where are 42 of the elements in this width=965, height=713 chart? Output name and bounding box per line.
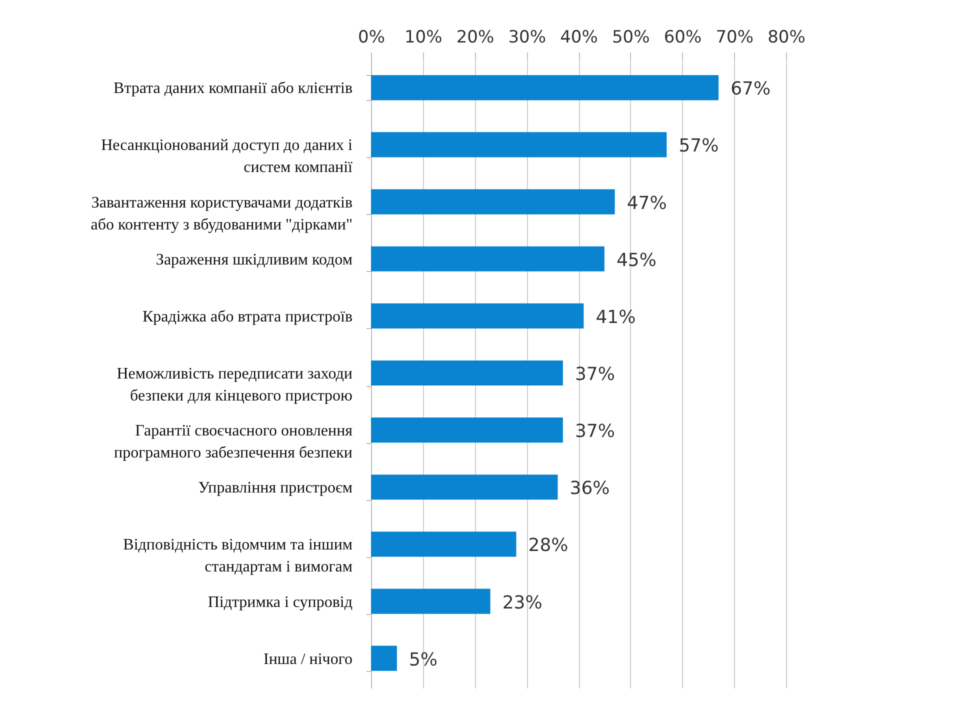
x-tick-label: 10% bbox=[404, 28, 442, 48]
y-tick-label: Крадіжка або втрата пристроїв bbox=[142, 308, 353, 326]
y-tick-label: Гарантії своєчасного оновлення програмного забезпечення безпеки bbox=[114, 422, 354, 462]
bar bbox=[371, 532, 516, 557]
data-label: 28% bbox=[528, 535, 568, 556]
data-label: 36% bbox=[570, 478, 610, 500]
data-label: 41% bbox=[596, 306, 636, 328]
data-label: 23% bbox=[502, 592, 542, 614]
bar bbox=[371, 418, 563, 443]
x-tick-label: 60% bbox=[664, 28, 702, 48]
x-tick-label: 50% bbox=[612, 28, 650, 48]
x-tick-label: 30% bbox=[508, 28, 546, 48]
bar bbox=[371, 246, 604, 272]
bar bbox=[371, 360, 563, 386]
bar bbox=[371, 75, 719, 100]
data-label: 57% bbox=[678, 136, 719, 157]
y-tick-label: Зараження шкідливим кодом bbox=[156, 251, 352, 268]
y-tick-label: Інша / нічого bbox=[264, 650, 352, 668]
bar bbox=[371, 474, 558, 500]
bar bbox=[371, 646, 397, 671]
bar bbox=[371, 132, 667, 158]
y-tick-label: Втрата даних компанії або клієнтів bbox=[114, 80, 353, 98]
x-tick-label: 40% bbox=[560, 28, 598, 48]
data-label: 47% bbox=[626, 192, 667, 214]
data-label: 37% bbox=[574, 364, 615, 385]
x-tick-label: 20% bbox=[456, 28, 494, 48]
data-label: 45% bbox=[616, 250, 656, 271]
x-tick-label: 0% bbox=[358, 28, 385, 48]
y-tick-label: Відповідність відомчим та іншим стандартам і вимогам bbox=[123, 536, 352, 576]
y-tick-label: Несанкціонований доступ до даних і систем компанії bbox=[101, 137, 354, 176]
data-label: 67% bbox=[730, 78, 771, 100]
y-tick-label: Підтримка і супровід bbox=[208, 594, 352, 611]
y-tick-label: Неможливість передписати заходи безпеки для кінцевого пристрою bbox=[116, 366, 353, 404]
bar bbox=[371, 303, 584, 328]
y-tick-label: Управління пристроєм bbox=[198, 480, 352, 497]
bar bbox=[371, 588, 490, 614]
data-label: 37% bbox=[574, 421, 615, 442]
x-tick-label: 80% bbox=[768, 28, 806, 48]
bar bbox=[371, 189, 615, 214]
data-label: 5% bbox=[408, 649, 438, 670]
x-tick-label: 70% bbox=[716, 28, 754, 48]
y-tick-label: Завантаження користувачами додатків або контенту з вбудованими "дірками" bbox=[90, 194, 353, 234]
